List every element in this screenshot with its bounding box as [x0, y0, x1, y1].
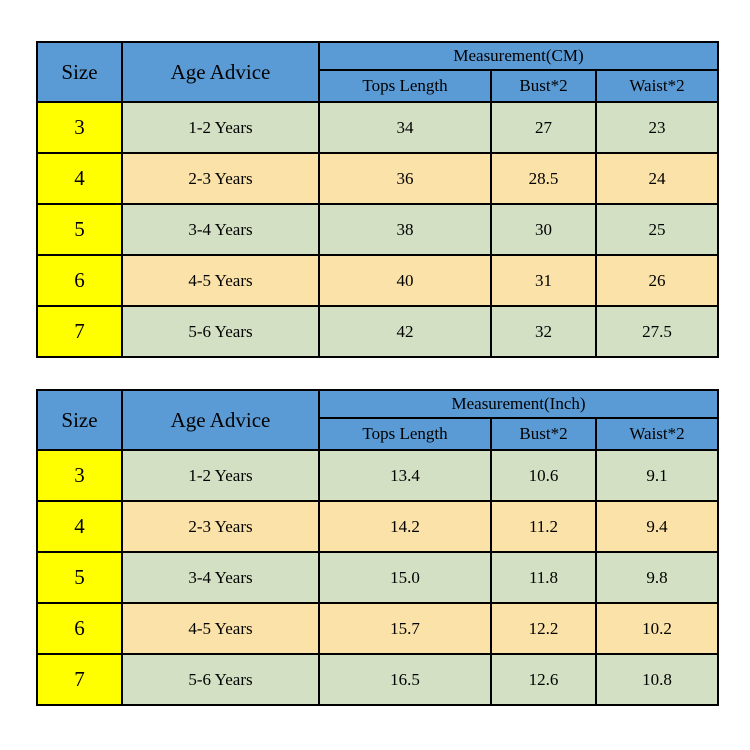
bust-cell: 32 [490, 305, 597, 358]
size-cell: 7 [36, 305, 123, 358]
column-header-measurement-cm: Measurement(CM) [317, 41, 720, 71]
size-cell: 5 [36, 203, 123, 256]
column-header-bust: Bust*2 [490, 417, 597, 451]
waist-cell: 10.8 [594, 653, 720, 706]
waist-cell: 24 [594, 152, 720, 205]
column-header-measurement-inch: Measurement(Inch) [317, 389, 720, 419]
bust-cell: 28.5 [490, 152, 597, 205]
waist-cell: 9.8 [594, 551, 720, 604]
column-header-age-advice: Age Advice [121, 41, 320, 103]
column-header-tops-length: Tops Length [318, 417, 492, 451]
age-cell: 4-5 Years [121, 602, 320, 655]
waist-cell: 9.1 [594, 449, 720, 502]
bust-cell: 10.6 [490, 449, 597, 502]
size-cell: 4 [36, 152, 123, 205]
waist-cell: 9.4 [594, 500, 720, 553]
tops-length-cell: 16.5 [318, 653, 492, 706]
size-table-cm: Size Age Advice Measurement(CM) Tops Len… [36, 41, 720, 358]
size-cell: 3 [36, 449, 123, 502]
size-cell: 6 [36, 602, 123, 655]
age-cell: 1-2 Years [121, 101, 320, 154]
tops-length-cell: 34 [318, 101, 492, 154]
size-cell: 6 [36, 254, 123, 307]
tops-length-cell: 15.0 [318, 551, 492, 604]
age-cell: 3-4 Years [121, 203, 320, 256]
age-cell: 2-3 Years [121, 152, 320, 205]
tops-length-cell: 38 [318, 203, 492, 256]
column-header-size: Size [36, 41, 123, 103]
waist-cell: 26 [594, 254, 720, 307]
age-cell: 4-5 Years [121, 254, 320, 307]
tops-length-cell: 14.2 [318, 500, 492, 553]
column-header-waist: Waist*2 [594, 417, 720, 451]
table-row: 7 5-6 Years 42 32 27.5 [36, 305, 720, 358]
size-cell: 4 [36, 500, 123, 553]
table-row: 5 3-4 Years 15.0 11.8 9.8 [36, 551, 720, 604]
bust-cell: 27 [490, 101, 597, 154]
size-cell: 7 [36, 653, 123, 706]
waist-cell: 27.5 [594, 305, 720, 358]
tops-length-cell: 40 [318, 254, 492, 307]
column-header-age-advice: Age Advice [121, 389, 320, 451]
waist-cell: 10.2 [594, 602, 720, 655]
bust-cell: 12.6 [490, 653, 597, 706]
tops-length-cell: 13.4 [318, 449, 492, 502]
table-row: 3 1-2 Years 34 27 23 [36, 101, 720, 154]
age-cell: 2-3 Years [121, 500, 320, 553]
bust-cell: 11.8 [490, 551, 597, 604]
bust-cell: 30 [490, 203, 597, 256]
age-cell: 5-6 Years [121, 653, 320, 706]
table-row: 5 3-4 Years 38 30 25 [36, 203, 720, 256]
table-row: 7 5-6 Years 16.5 12.6 10.8 [36, 653, 720, 706]
size-table-inch: Size Age Advice Measurement(Inch) Tops L… [36, 389, 720, 706]
waist-cell: 25 [594, 203, 720, 256]
header-row: Size Age Advice Measurement(CM) [36, 41, 720, 103]
tops-length-cell: 15.7 [318, 602, 492, 655]
column-header-waist: Waist*2 [594, 69, 720, 103]
table-row: 6 4-5 Years 40 31 26 [36, 254, 720, 307]
header-row: Size Age Advice Measurement(Inch) [36, 389, 720, 451]
column-header-tops-length: Tops Length [318, 69, 492, 103]
size-cell: 3 [36, 101, 123, 154]
column-header-bust: Bust*2 [490, 69, 597, 103]
tops-length-cell: 42 [318, 305, 492, 358]
tops-length-cell: 36 [318, 152, 492, 205]
age-cell: 1-2 Years [121, 449, 320, 502]
subheader-row: Tops Length Bust*2 Waist*2 [37, 417, 720, 451]
table-row: 4 2-3 Years 36 28.5 24 [36, 152, 720, 205]
age-cell: 3-4 Years [121, 551, 320, 604]
bust-cell: 11.2 [490, 500, 597, 553]
table-row: 4 2-3 Years 14.2 11.2 9.4 [36, 500, 720, 553]
bust-cell: 31 [490, 254, 597, 307]
subheader-row: Tops Length Bust*2 Waist*2 [37, 69, 720, 103]
age-cell: 5-6 Years [121, 305, 320, 358]
table-row: 6 4-5 Years 15.7 12.2 10.2 [36, 602, 720, 655]
table-row: 3 1-2 Years 13.4 10.6 9.1 [36, 449, 720, 502]
waist-cell: 23 [594, 101, 720, 154]
bust-cell: 12.2 [490, 602, 597, 655]
column-header-size: Size [36, 389, 123, 451]
size-cell: 5 [36, 551, 123, 604]
